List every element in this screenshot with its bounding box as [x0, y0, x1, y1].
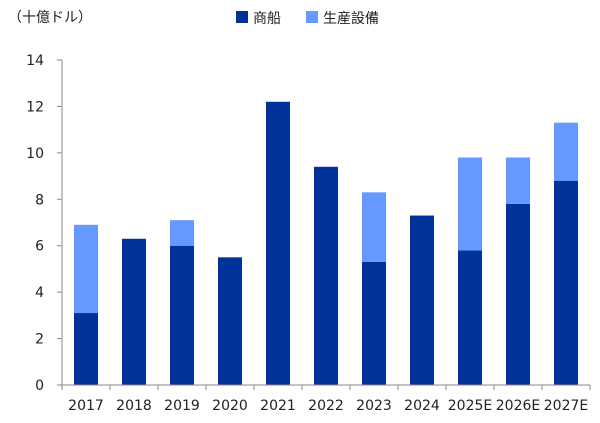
x-tick-label: 2027E — [544, 398, 588, 414]
bar-commercial-ships-2018 — [122, 238, 146, 385]
bar-production-equipment-2019 — [170, 220, 194, 246]
bar-commercial-ships-2023 — [362, 261, 386, 385]
legend-label-commercial-ships: 商船 — [253, 11, 281, 27]
bar-commercial-ships-2021 — [266, 101, 290, 386]
legend-swatch-commercial-ships — [236, 11, 248, 23]
bar-commercial-ships-2019 — [170, 245, 194, 385]
x-tick-label: 2022 — [308, 398, 344, 414]
bar-commercial-ships-2027E — [554, 180, 578, 385]
bar-commercial-ships-2017 — [74, 313, 98, 385]
bar-production-equipment-2026E — [506, 157, 530, 204]
x-tick-label: 2017 — [68, 398, 104, 414]
x-tick-label: 2018 — [116, 398, 152, 414]
bar-commercial-ships-2020 — [218, 257, 242, 385]
y-tick-label: 14 — [26, 53, 44, 69]
y-tick-label: 8 — [35, 192, 44, 208]
bar-commercial-ships-2026E — [506, 203, 530, 385]
x-tick-label: 2025E — [448, 398, 492, 414]
x-tick-label: 2026E — [496, 398, 540, 414]
legend: 商船 生産設備 — [236, 11, 379, 27]
bar-production-equipment-2025E — [458, 157, 482, 251]
unit-label: （十億ドル） — [8, 10, 92, 26]
bar-commercial-ships-2025E — [458, 250, 482, 385]
bar-commercial-ships-2022 — [314, 166, 338, 385]
bar-production-equipment-2023 — [362, 192, 386, 262]
x-tick-label: 2020 — [212, 398, 248, 414]
bars — [74, 101, 578, 386]
x-axis: 2017 2018 2019 2020 2021 2022 2023 2024 2025E 202… — [61, 384, 591, 414]
y-tick-label: 6 — [35, 239, 44, 255]
bar-commercial-ships-2024 — [410, 215, 434, 385]
x-tick-label: 2024 — [404, 398, 440, 414]
legend-label-production-equipment: 生産設備 — [323, 11, 379, 27]
y-tick-label: 0 — [35, 378, 44, 394]
y-tick-label: 10 — [26, 146, 44, 162]
y-axis: 0 2 4 6 8 10 12 14 — [26, 53, 63, 394]
bar-production-equipment-2027E — [554, 122, 578, 181]
y-tick-label: 12 — [26, 99, 44, 115]
x-tick-label: 2023 — [356, 398, 392, 414]
x-tick-label: 2019 — [164, 398, 200, 414]
y-tick-label: 2 — [35, 332, 44, 348]
bar-production-equipment-2017 — [74, 224, 98, 314]
x-tick-label: 2021 — [260, 398, 296, 414]
y-tick-label: 4 — [35, 285, 44, 301]
legend-swatch-production-equipment — [306, 11, 318, 23]
